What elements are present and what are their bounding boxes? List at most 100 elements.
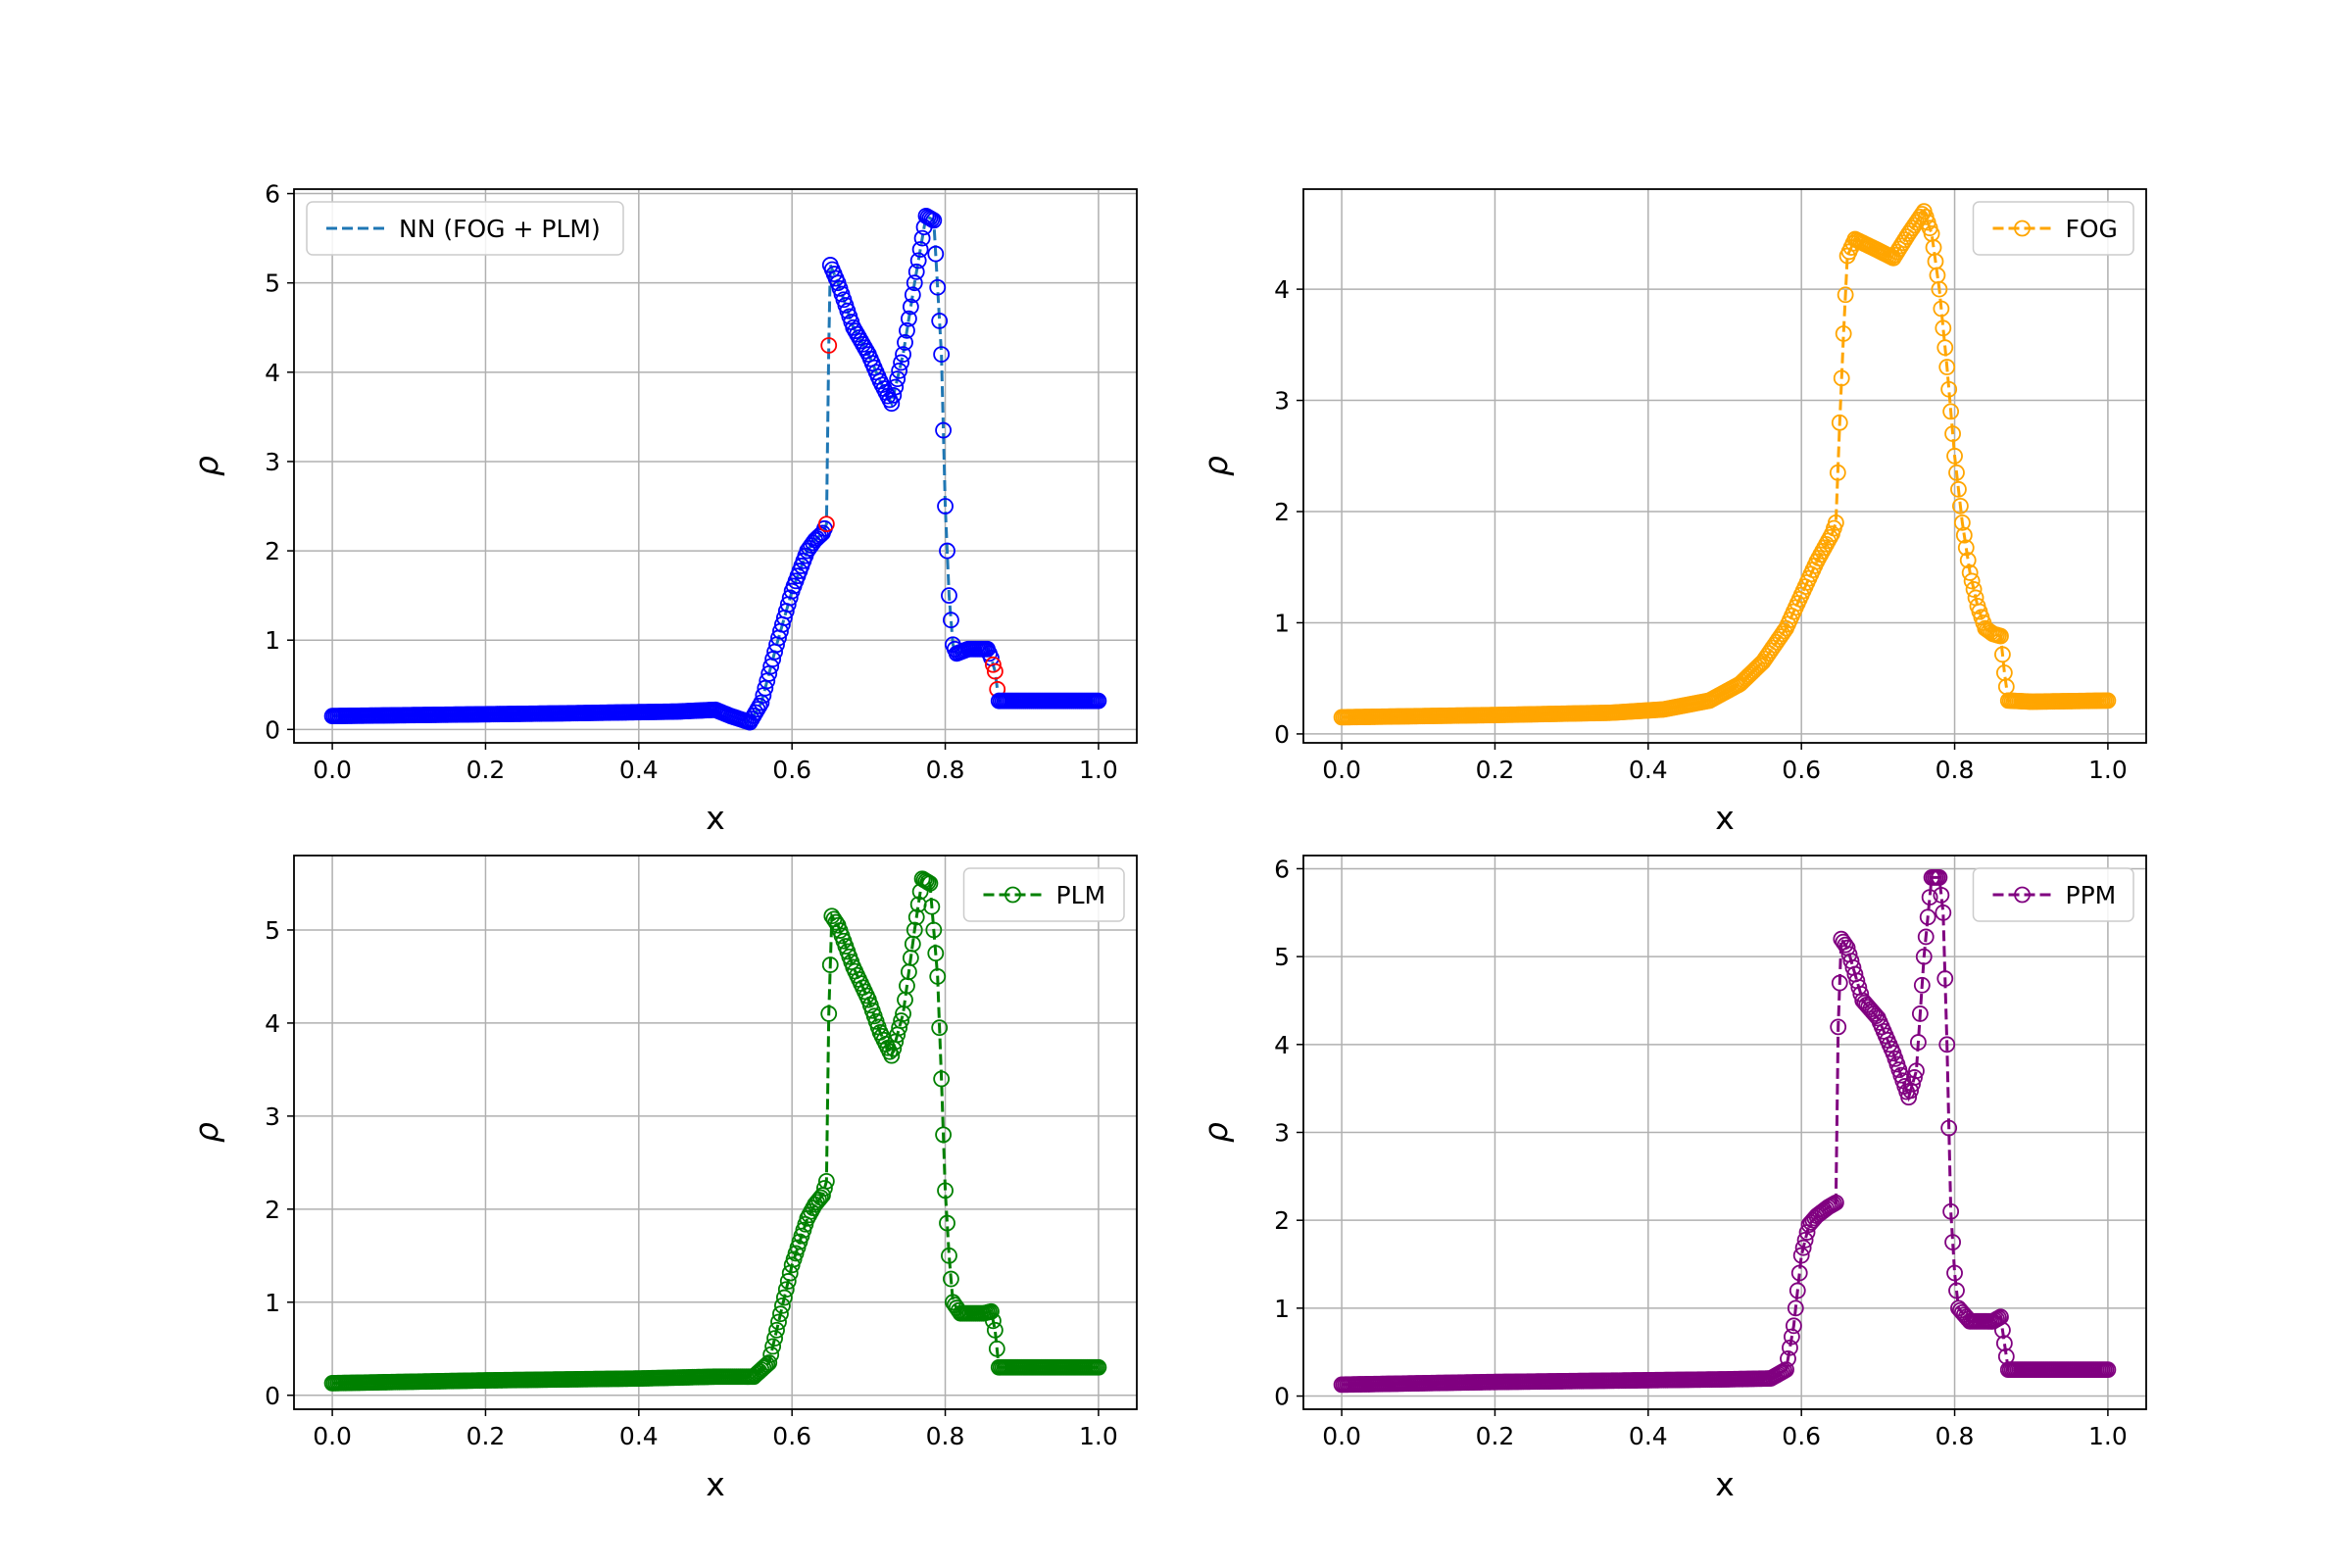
legend-marker	[2014, 886, 2031, 904]
data-point	[1794, 1239, 1812, 1256]
data-point	[1995, 1335, 2013, 1352]
data-point	[1090, 692, 1107, 710]
legend: PPM	[1972, 867, 2134, 922]
legend: PLM	[962, 867, 1125, 922]
data-point	[931, 1019, 949, 1037]
y-axis-label: ρ	[1197, 456, 1235, 476]
x-tick-label: 1.0	[1079, 756, 1118, 784]
data-point	[1942, 403, 1960, 420]
x-tick-label: 0.4	[1629, 1422, 1668, 1450]
y-tick-label: 4	[1274, 1031, 1290, 1059]
y-tick-label: 3	[1274, 1119, 1290, 1148]
data-point	[1994, 646, 2011, 663]
data-point	[1908, 1062, 1925, 1080]
data-point	[1792, 1247, 1810, 1264]
data-point	[770, 1313, 787, 1331]
data-point	[1910, 1034, 1927, 1051]
data-point	[935, 1126, 952, 1144]
data-point	[939, 1214, 956, 1232]
data-point	[985, 1312, 1002, 1330]
data-point	[895, 346, 911, 363]
data-point	[933, 1070, 951, 1088]
data-point	[1837, 286, 1854, 304]
x-tick-label: 0.2	[466, 756, 506, 784]
data-point	[1090, 1358, 1107, 1376]
y-tick-label: 3	[265, 448, 280, 476]
axes-frame	[293, 188, 1138, 744]
y-tick-label: 0	[1274, 720, 1290, 749]
data-point	[1915, 948, 1933, 965]
data-point	[1931, 869, 1948, 886]
y-axis-label: ρ	[187, 1122, 225, 1143]
y-tick-label: 4	[1274, 275, 1290, 304]
data-point	[755, 1359, 772, 1377]
x-tick-label: 0.2	[466, 1422, 506, 1450]
y-tick-label: 0	[265, 715, 280, 744]
data-point	[906, 921, 923, 939]
data-point	[1936, 970, 1954, 987]
series-NN (FOG + PLM)	[323, 207, 1107, 731]
data-point	[1952, 497, 1969, 514]
x-axis-label: x	[706, 1465, 725, 1503]
y-tick-label: 3	[265, 1102, 280, 1131]
data-point	[764, 1338, 782, 1355]
data-point	[1933, 886, 1950, 904]
data-point	[2099, 692, 2117, 710]
data-point	[927, 245, 945, 263]
data-point	[816, 1180, 833, 1197]
data-point	[779, 1273, 797, 1290]
data-point	[901, 310, 917, 327]
x-tick-label: 0.6	[1782, 1422, 1821, 1450]
y-axis-label: ρ	[1197, 1122, 1235, 1143]
data-point	[1942, 1202, 1960, 1220]
legend-box	[306, 201, 624, 256]
data-point	[1948, 1282, 1965, 1299]
data-point	[817, 515, 835, 533]
data-point	[1950, 480, 1967, 498]
legend-box	[1972, 201, 2134, 256]
x-axis-label: x	[706, 799, 725, 837]
y-tick-label: 4	[265, 359, 280, 387]
data-point	[1833, 369, 1850, 387]
data-point	[939, 542, 956, 560]
subplot-1: 0.0 0.2 0.4 0.6 0.8 1.0 0 1 2 3 4 5 6 x ρ NN (FOG + PLM…	[187, 180, 1138, 837]
x-tick-label: 0.4	[619, 756, 659, 784]
series-FOG	[1333, 203, 2117, 726]
y-tick-label: 0	[265, 1382, 280, 1410]
data-point	[1782, 1339, 1798, 1356]
y-tick-label: 1	[1274, 609, 1290, 637]
y-tick-label: 2	[1274, 498, 1290, 526]
data-point	[919, 873, 937, 891]
data-point	[921, 875, 939, 892]
data-point	[774, 1297, 791, 1314]
data-point	[1953, 514, 1971, 531]
data-point	[931, 313, 949, 329]
data-point	[1959, 552, 1977, 569]
data-point	[885, 386, 903, 404]
data-point	[1787, 1299, 1804, 1317]
x-tick-label: 0.8	[926, 1422, 965, 1450]
data-point	[1965, 581, 1983, 598]
data-point	[781, 589, 799, 607]
x-tick-label: 0.0	[313, 756, 352, 784]
data-point	[887, 378, 905, 396]
x-tick-label: 1.0	[2088, 1422, 2128, 1450]
data-point	[1831, 414, 1848, 431]
data-point	[1992, 1308, 2009, 1326]
data-point	[1946, 447, 1963, 465]
data-point	[1955, 526, 1973, 544]
data-point	[1911, 1005, 1929, 1022]
data-point	[1829, 464, 1846, 481]
y-tick-label: 2	[265, 537, 280, 565]
data-point	[913, 229, 931, 247]
subplot-4: 0.0 0.2 0.4 0.6 0.8 1.0 0 1 2 3 4 5 6 x ρ PPM	[1197, 855, 2147, 1503]
data-point	[1935, 319, 1952, 337]
data-point	[1936, 339, 1954, 357]
subplot-3: 0.0 0.2 0.4 0.6 0.8 1.0 0 1 2 3 4 5 x ρ PLM	[187, 855, 1138, 1503]
data-point	[899, 321, 915, 339]
x-tick-label: 0.8	[926, 756, 965, 784]
data-point	[777, 1281, 795, 1298]
legend-marker	[1004, 886, 1021, 904]
data-point	[1921, 889, 1938, 906]
data-point	[893, 354, 909, 371]
